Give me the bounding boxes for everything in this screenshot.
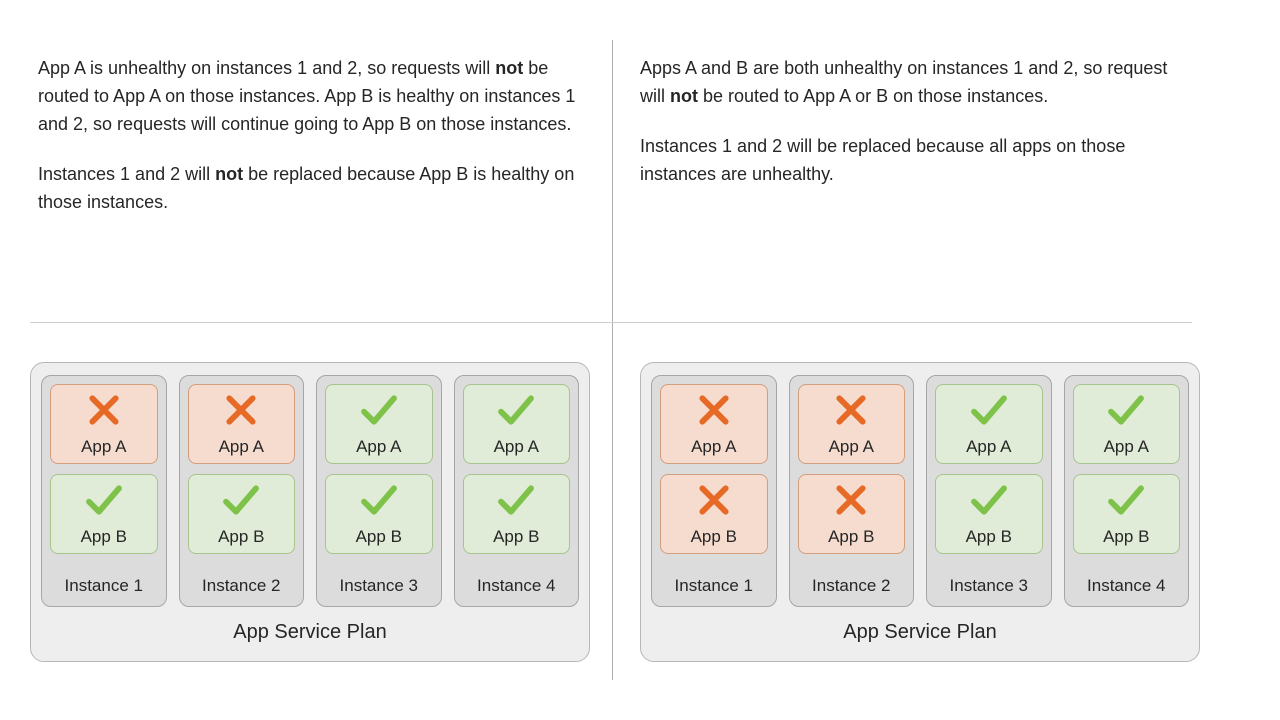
instance-label: Instance 3 xyxy=(325,576,433,596)
check-icon xyxy=(493,479,539,521)
x-icon xyxy=(221,390,261,430)
x-icon xyxy=(831,390,871,430)
app-box-app-b: App B xyxy=(935,474,1043,554)
app-box-app-b: App B xyxy=(325,474,433,554)
scenario-left-description: App A is unhealthy on instances 1 and 2,… xyxy=(38,55,578,238)
instance-label: Instance 1 xyxy=(660,576,768,596)
instance-label: Instance 2 xyxy=(188,576,296,596)
app-label: App A xyxy=(966,437,1011,457)
x-icon xyxy=(81,389,127,431)
x-icon xyxy=(694,480,734,520)
x-icon xyxy=(84,390,124,430)
check-icon xyxy=(496,390,536,430)
app-label: App B xyxy=(493,527,539,547)
app-box-app-b: App B xyxy=(188,474,296,554)
instance-3: App A App B Instance 3 xyxy=(926,375,1052,607)
instance-4: App A App B Instance 4 xyxy=(454,375,580,607)
app-box-app-b: App B xyxy=(798,474,906,554)
x-icon xyxy=(694,390,734,430)
vertical-divider xyxy=(612,40,613,680)
check-icon xyxy=(496,480,536,520)
app-label: App A xyxy=(356,437,401,457)
check-icon xyxy=(356,479,402,521)
instance-label: Instance 2 xyxy=(798,576,906,596)
app-service-plan-right: App A App B Instance 1 App A App B Instanc… xyxy=(640,362,1200,662)
x-icon xyxy=(831,480,871,520)
instance-1: App A App B Instance 1 xyxy=(41,375,167,607)
check-icon xyxy=(966,389,1012,431)
app-label: App A xyxy=(219,437,264,457)
x-icon xyxy=(691,389,737,431)
app-box-app-b: App B xyxy=(463,474,571,554)
app-box-app-a: App A xyxy=(1073,384,1181,464)
app-label: App B xyxy=(828,527,874,547)
x-icon xyxy=(828,389,874,431)
check-icon xyxy=(218,479,264,521)
app-label: App B xyxy=(691,527,737,547)
check-icon xyxy=(1103,479,1149,521)
instance-1: App A App B Instance 1 xyxy=(651,375,777,607)
app-label: App A xyxy=(829,437,874,457)
instance-label: Instance 4 xyxy=(1073,576,1181,596)
check-icon xyxy=(356,389,402,431)
app-service-plan-left: App A App B Instance 1 App A App B Instanc… xyxy=(30,362,590,662)
instance-4: App A App B Instance 4 xyxy=(1064,375,1190,607)
app-box-app-b: App B xyxy=(50,474,158,554)
instance-label: Instance 3 xyxy=(935,576,1043,596)
instance-row: App A App B Instance 1 App A App B Instanc… xyxy=(41,375,579,607)
check-icon xyxy=(221,480,261,520)
app-label: App A xyxy=(1104,437,1149,457)
app-box-app-a: App A xyxy=(325,384,433,464)
check-icon xyxy=(84,480,124,520)
x-icon xyxy=(218,389,264,431)
check-icon xyxy=(1106,390,1146,430)
check-icon xyxy=(493,389,539,431)
app-label: App B xyxy=(356,527,402,547)
app-box-app-a: App A xyxy=(798,384,906,464)
app-box-app-b: App B xyxy=(1073,474,1181,554)
app-label: App A xyxy=(494,437,539,457)
app-box-app-a: App A xyxy=(188,384,296,464)
app-label: App A xyxy=(81,437,126,457)
app-box-app-a: App A xyxy=(660,384,768,464)
check-icon xyxy=(81,479,127,521)
app-box-app-a: App A xyxy=(935,384,1043,464)
instance-label: Instance 4 xyxy=(463,576,571,596)
instance-2: App A App B Instance 2 xyxy=(179,375,305,607)
scenario-right-description: Apps A and B are both unhealthy on insta… xyxy=(640,55,1180,211)
plan-label: App Service Plan xyxy=(41,621,579,644)
diagram-canvas: App A is unhealthy on instances 1 and 2,… xyxy=(0,0,1280,720)
instance-label: Instance 1 xyxy=(50,576,158,596)
app-label: App A xyxy=(691,437,736,457)
check-icon xyxy=(1106,480,1146,520)
app-box-app-b: App B xyxy=(660,474,768,554)
app-box-app-a: App A xyxy=(50,384,158,464)
app-box-app-a: App A xyxy=(463,384,571,464)
check-icon xyxy=(969,390,1009,430)
check-icon xyxy=(1103,389,1149,431)
horizontal-divider xyxy=(30,322,1192,323)
app-label: App B xyxy=(218,527,264,547)
check-icon xyxy=(359,390,399,430)
instance-2: App A App B Instance 2 xyxy=(789,375,915,607)
check-icon xyxy=(359,480,399,520)
instance-row: App A App B Instance 1 App A App B Instanc… xyxy=(651,375,1189,607)
app-label: App B xyxy=(966,527,1012,547)
x-icon xyxy=(828,479,874,521)
instance-3: App A App B Instance 3 xyxy=(316,375,442,607)
app-label: App B xyxy=(81,527,127,547)
app-label: App B xyxy=(1103,527,1149,547)
plan-label: App Service Plan xyxy=(651,621,1189,644)
check-icon xyxy=(969,480,1009,520)
check-icon xyxy=(966,479,1012,521)
x-icon xyxy=(691,479,737,521)
